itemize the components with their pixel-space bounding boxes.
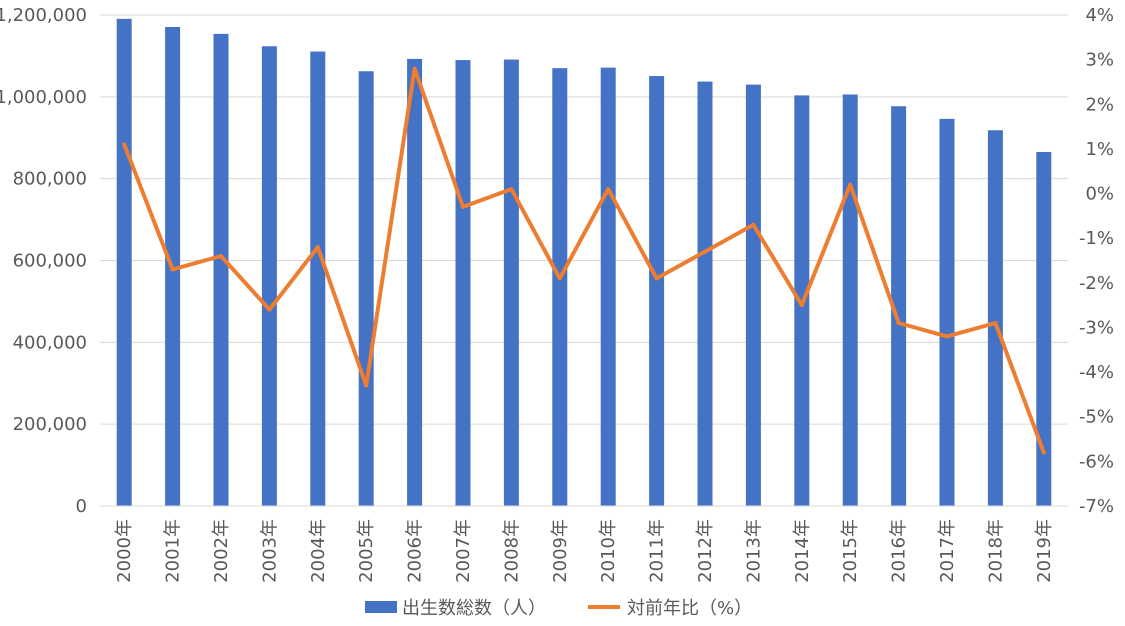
line-point	[412, 66, 417, 71]
bar	[891, 106, 907, 506]
line-point	[219, 254, 223, 259]
x-tick-label: 2003年	[259, 519, 280, 583]
bar	[842, 94, 858, 506]
bar	[213, 33, 229, 507]
right-y-tick-label: 4%	[1085, 5, 1114, 26]
line-series	[122, 66, 1046, 455]
right-y-tick-label: -3%	[1079, 317, 1114, 338]
x-axis: 2000年 2001年 2002年 2003年 2004年 2005年 2006年 2007年…	[100, 505, 1068, 583]
x-tick-label: 2004年	[308, 519, 329, 583]
x-tick-label: 2015年	[840, 519, 861, 583]
legend-label: 出生数総数（人）	[402, 598, 546, 619]
bar	[503, 59, 519, 506]
bar	[1036, 151, 1052, 507]
legend-label: 対前年比（%）	[627, 598, 752, 619]
x-tick-label: 2009年	[550, 519, 571, 583]
line-point	[896, 320, 901, 325]
bar	[116, 18, 132, 506]
x-tick-label: 2010年	[598, 519, 619, 583]
bar-series	[116, 18, 1052, 507]
right-y-tick-label: -1%	[1079, 228, 1114, 249]
right-y-tick-label: 0%	[1085, 184, 1114, 205]
x-tick-label: 2001年	[163, 519, 184, 583]
bar	[697, 81, 713, 507]
line-point	[315, 245, 320, 250]
x-tick-label: 2017年	[937, 519, 958, 583]
line-point	[945, 334, 949, 339]
left-y-tick-label: 0	[76, 496, 87, 517]
bar	[358, 71, 374, 506]
left-y-tick-label: 600,000	[13, 251, 87, 272]
line-point	[848, 182, 853, 187]
x-tick-label: 2002年	[211, 519, 232, 583]
bar	[939, 118, 955, 506]
line-point	[1041, 450, 1046, 455]
right-y-tick-label: 3%	[1085, 50, 1114, 71]
line-point	[170, 267, 175, 272]
bar	[600, 67, 616, 506]
right-y-tick-label: -7%	[1079, 496, 1114, 517]
right-y-tick-label: -5%	[1079, 407, 1114, 428]
line-point	[122, 142, 127, 147]
right-y-axis: -7% -6% -5% -4% -3% -2% -1% 0% 1% 2% 3% 4%	[1079, 5, 1114, 517]
x-tick-label: 2012年	[695, 519, 716, 583]
line-point	[364, 383, 369, 388]
legend-swatch-bar	[365, 601, 397, 613]
bar	[261, 46, 277, 507]
bar	[649, 76, 665, 506]
x-tick-label: 2007年	[453, 519, 474, 583]
line-point	[267, 307, 272, 312]
line-point	[461, 204, 465, 209]
left-y-tick-label: 400,000	[13, 332, 87, 353]
line-point	[993, 320, 998, 325]
right-y-tick-label: 1%	[1085, 139, 1114, 160]
line-point	[703, 249, 707, 254]
left-y-axis: 0 200,000 400,000 600,000 800,000 1,000,000 1,…	[0, 5, 87, 517]
line-point	[751, 222, 756, 227]
right-y-tick-label: 2%	[1085, 94, 1114, 115]
x-tick-label: 2019年	[1034, 519, 1055, 583]
bar	[455, 60, 471, 507]
right-y-tick-label: -2%	[1079, 273, 1114, 294]
bar	[310, 51, 326, 506]
left-y-tick-label: 200,000	[13, 414, 87, 435]
line-point	[799, 303, 804, 308]
gridlines	[100, 14, 1068, 507]
bar	[745, 84, 761, 507]
x-tick-label: 2013年	[743, 519, 764, 583]
x-tick-label: 2014年	[792, 519, 813, 583]
line-point	[654, 276, 659, 281]
left-y-tick-label: 1,000,000	[0, 87, 87, 108]
x-tick-label: 2006年	[405, 519, 426, 583]
line-point	[557, 276, 562, 281]
line-point	[606, 187, 611, 192]
right-y-tick-label: -4%	[1079, 362, 1114, 383]
x-tick-label: 2018年	[985, 519, 1006, 583]
x-tick-label: 2000年	[114, 519, 135, 583]
x-tick-label: 2011年	[647, 519, 668, 583]
right-y-tick-label: -6%	[1079, 451, 1114, 472]
legend: 出生数総数（人） 対前年比（%）	[365, 598, 752, 619]
line-point	[509, 187, 514, 192]
left-y-tick-label: 800,000	[13, 169, 87, 190]
bar	[407, 58, 423, 507]
bar	[552, 68, 568, 506]
x-tick-label: 2008年	[501, 519, 522, 583]
bar	[987, 130, 1003, 507]
left-y-tick-label: 1,200,000	[0, 5, 87, 26]
x-tick-label: 2016年	[889, 519, 910, 583]
x-tick-label: 2005年	[356, 519, 377, 583]
line-path	[122, 66, 1046, 455]
